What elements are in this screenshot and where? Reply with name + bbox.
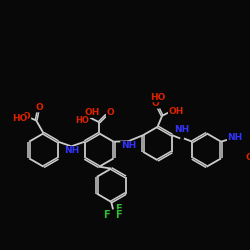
- Text: O: O: [106, 108, 114, 118]
- Text: HO: HO: [76, 116, 90, 125]
- Text: O: O: [246, 153, 250, 162]
- Text: OH: OH: [168, 106, 184, 116]
- Text: OH: OH: [84, 108, 100, 118]
- Text: NH: NH: [121, 141, 136, 150]
- Text: O: O: [36, 103, 44, 112]
- Text: O: O: [152, 99, 160, 108]
- Text: NH: NH: [227, 132, 242, 141]
- Text: O: O: [23, 112, 31, 121]
- Text: F: F: [115, 210, 122, 220]
- Text: F: F: [115, 204, 122, 214]
- Text: F: F: [103, 210, 110, 220]
- Text: NH: NH: [64, 146, 79, 156]
- Text: HO: HO: [12, 114, 27, 123]
- Text: HO: HO: [150, 93, 165, 102]
- Text: NH: NH: [174, 125, 190, 134]
